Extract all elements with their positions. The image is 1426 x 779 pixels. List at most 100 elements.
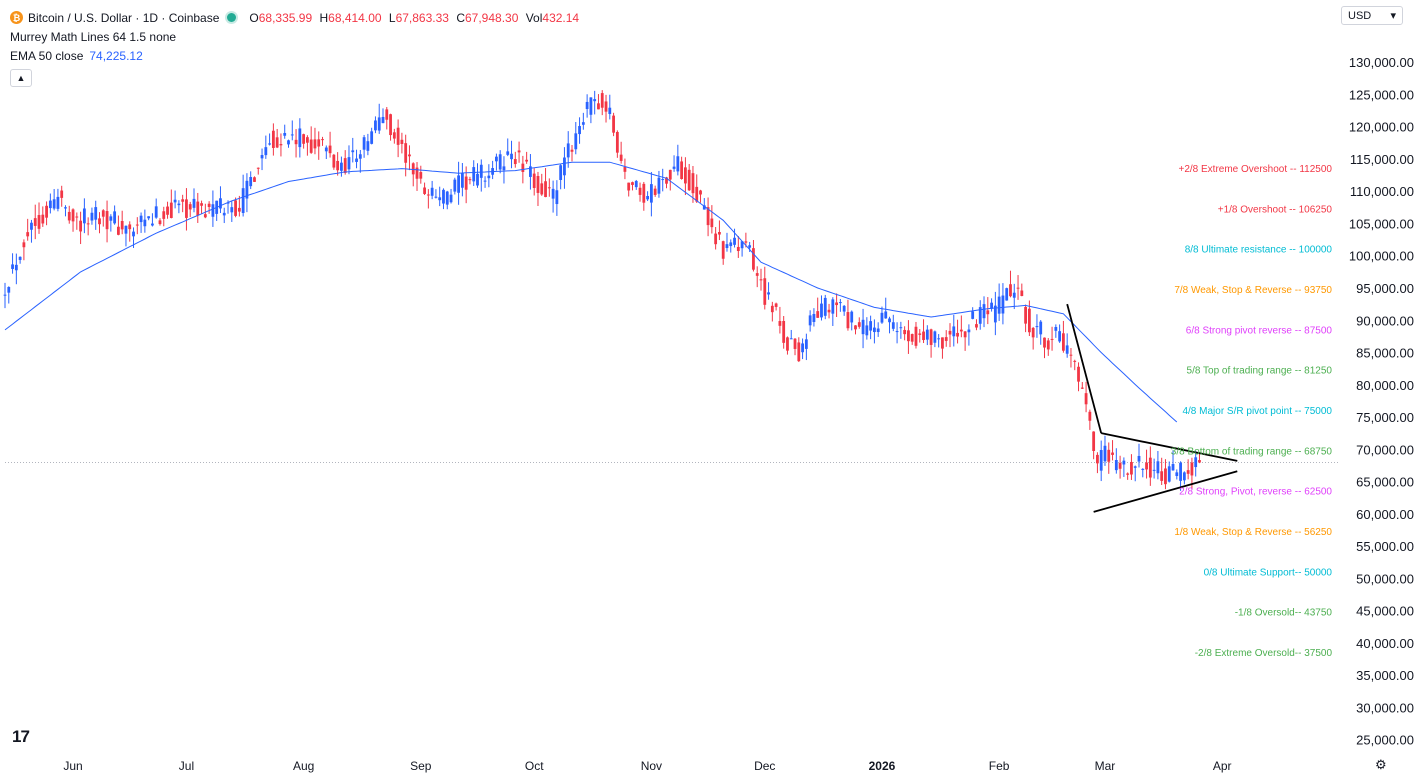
candle-body: [891, 322, 895, 329]
candle-body: [706, 207, 710, 226]
candle-body: [925, 329, 929, 340]
candle-body: [718, 231, 721, 235]
candle-body: [903, 329, 907, 335]
indicator-murrey-label: Murrey Math Lines 64 1.5 none: [10, 29, 177, 44]
candle-body: [888, 318, 891, 323]
indicator-ema[interactable]: EMA 50 close 74,225.12: [10, 46, 579, 65]
candle-body: [423, 187, 426, 194]
candle-body: [37, 215, 41, 229]
murrey-label: 6/8 Strong pivot reverse -- 87500: [1186, 325, 1333, 336]
chevron-up-icon[interactable]: ▲: [10, 69, 32, 87]
candle-body: [336, 160, 340, 171]
x-tick-label: Jun: [63, 759, 82, 773]
candle-body: [56, 196, 60, 209]
x-tick-label: Oct: [525, 759, 544, 773]
murrey-label: 0/8 Ultimate Support-- 50000: [1204, 567, 1333, 578]
candle-body: [381, 116, 385, 124]
tradingview-logo[interactable]: 17: [12, 727, 30, 746]
candle-body: [14, 264, 18, 271]
candle-body: [302, 134, 306, 144]
candle-body: [101, 210, 105, 217]
market-status-icon: [227, 13, 237, 22]
candle-body: [642, 183, 646, 203]
currency-value: USD: [1348, 9, 1372, 22]
candle-body: [1039, 321, 1043, 335]
candle-body: [907, 330, 910, 342]
candle-body: [211, 204, 215, 217]
candle-body: [1099, 450, 1103, 471]
candle-body: [249, 176, 253, 187]
candle-body: [290, 134, 294, 136]
candle-body: [1077, 366, 1080, 382]
candle-body: [929, 329, 933, 345]
candle-body: [362, 137, 366, 150]
candle-body: [411, 163, 415, 175]
murrey-label: -2/8 Extreme Oversold-- 37500: [1195, 648, 1333, 659]
candle-body: [75, 216, 79, 218]
candle-body: [1027, 308, 1031, 333]
trendline-upper-wedge: [1101, 432, 1238, 462]
chevron-down-icon: ▾: [1390, 10, 1396, 22]
candle-body: [1092, 431, 1096, 451]
candle-body: [585, 101, 589, 110]
candle-body: [332, 154, 336, 168]
candle-body: [7, 287, 11, 293]
candle-body: [1024, 306, 1027, 324]
candle-body: [52, 199, 56, 209]
y-tick-label: 50,000.00: [1356, 571, 1414, 586]
candle-body: [1088, 411, 1092, 421]
candle-body: [634, 180, 638, 188]
y-tick-label: 125,000.00: [1349, 87, 1414, 102]
candle-body: [355, 158, 358, 162]
candle-body: [937, 338, 941, 340]
candle-body: [1175, 472, 1179, 476]
candle-body: [971, 311, 975, 319]
candle-body: [347, 157, 351, 170]
candle-body: [1069, 354, 1073, 356]
candle-body: [1167, 466, 1171, 482]
candle-body: [529, 166, 532, 177]
trendline-lower-wedge: [1093, 470, 1238, 513]
candle-body: [185, 199, 188, 218]
candle-body: [1133, 466, 1137, 468]
candle-body: [1145, 462, 1148, 470]
y-tick-label: 130,000.00: [1349, 55, 1414, 70]
candle-body: [1141, 468, 1145, 470]
y-tick-label: 75,000.00: [1356, 410, 1414, 425]
murrey-label: 2/8 Strong, Pivot, reverse -- 62500: [1179, 487, 1332, 498]
murrey-label: 4/8 Major S/R pivot point -- 75000: [1182, 406, 1332, 417]
candle-body: [1054, 327, 1058, 331]
candle-body: [869, 321, 873, 331]
candle-body: [1156, 461, 1160, 474]
y-tick-label: 40,000.00: [1356, 636, 1414, 651]
candle-body: [540, 183, 544, 195]
candle-body: [967, 329, 971, 333]
candle-body: [1035, 326, 1039, 328]
candle-body: [789, 338, 793, 340]
candle-body: [1186, 470, 1190, 474]
candle-body: [438, 197, 442, 201]
candle-body: [396, 127, 400, 145]
candle-body: [665, 177, 668, 184]
candle-body: [941, 337, 944, 349]
candle-body: [1050, 338, 1054, 340]
candle-body: [479, 164, 483, 178]
gear-icon[interactable]: ⚙: [1375, 757, 1387, 772]
candle-body: [699, 190, 702, 195]
candle-body: [476, 173, 479, 186]
symbol-title[interactable]: Bitcoin / U.S. Dollar · 1D · Coinbase: [28, 10, 220, 25]
candle-body: [132, 231, 135, 237]
currency-select[interactable]: USD ▾: [1341, 6, 1403, 25]
candle-body: [801, 343, 804, 353]
y-tick-label: 45,000.00: [1356, 604, 1414, 619]
candle-body: [1160, 471, 1164, 481]
candle-body: [846, 312, 850, 329]
candle-body: [1058, 331, 1062, 342]
ohlc-key: H: [319, 10, 329, 25]
indicator-murrey[interactable]: Murrey Math Lines 64 1.5 none: [10, 27, 579, 46]
candle-body: [169, 202, 173, 218]
candle-body: [1111, 452, 1114, 455]
candle-body: [880, 312, 884, 323]
candle-body: [271, 130, 275, 148]
